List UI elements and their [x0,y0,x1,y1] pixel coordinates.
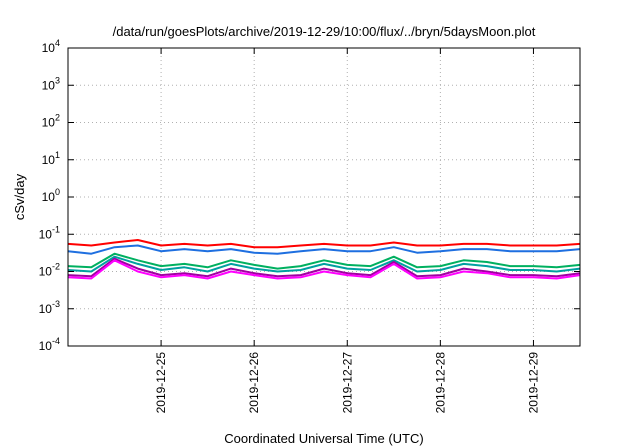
series-line [67,244,581,255]
y-tick-label: 101 [42,150,60,167]
x-tick-label: 2019-12-28 [433,352,447,414]
x-tick-label: 2019-12-27 [340,352,354,414]
y-tick-exponent: -4 [52,336,60,346]
series-group [67,239,581,280]
y-tick-label: 103 [42,75,60,92]
y-tick-exponent: 4 [55,38,60,48]
x-axis-title: Coordinated Universal Time (UTC) [224,431,423,446]
y-tick-exponent: 0 [55,187,60,197]
y-tick-exponent: -1 [52,224,60,234]
y-tick-exponent: 1 [55,150,60,160]
y-tick-exponent: 2 [55,113,60,123]
y-tick-label: 10-4 [39,336,60,353]
x-tick-label: 2019-12-29 [526,352,540,414]
series-line [67,239,581,249]
series-line [67,259,581,280]
x-tick-label: 2019-12-25 [154,352,168,414]
y-tick-label: 102 [42,113,60,130]
y-tick-label: 10-1 [39,224,60,241]
y-tick-exponent: -3 [52,299,60,309]
chart-title: /data/run/goesPlots/archive/2019-12-29/1… [113,24,536,39]
y-tick-label: 10-2 [39,262,60,279]
y-tick-exponent: -2 [52,262,60,272]
x-tick-label: 2019-12-26 [247,352,261,414]
y-tick-exponent: 3 [55,75,60,85]
series-line [67,257,581,278]
x-axis: 2019-12-25 2019-12-26 2019-12-27 2019-12-28… [154,48,540,413]
y-tick-label: 104 [42,38,60,55]
y-axis-title: cSv/day [12,173,27,220]
y-tick-label: 100 [42,187,60,204]
y-tick-label: 10-3 [39,299,60,316]
grid [68,48,580,346]
series-line [67,252,581,270]
series-line [67,255,581,273]
